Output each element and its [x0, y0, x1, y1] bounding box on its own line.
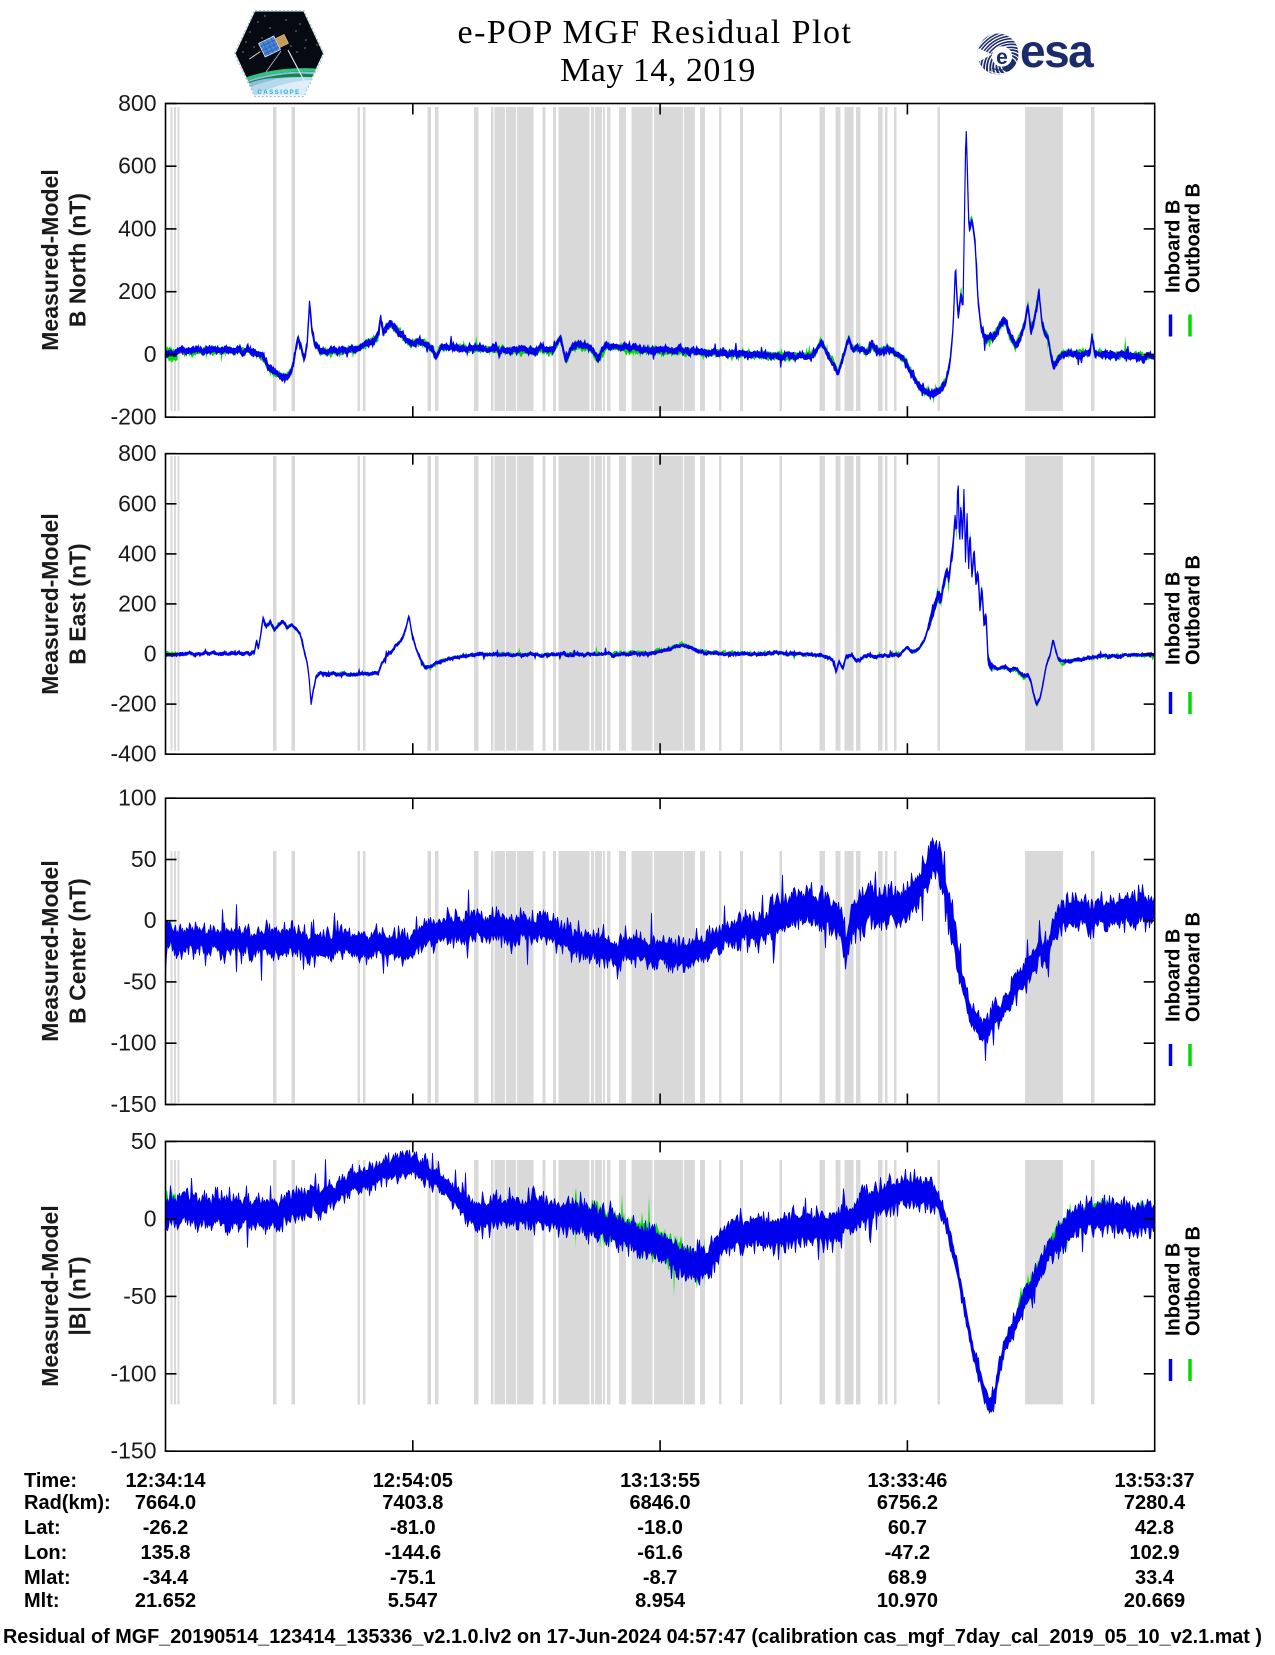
svg-text:-200: -200 — [110, 691, 156, 717]
svg-text:135.8: 135.8 — [140, 1542, 190, 1564]
svg-text:13:33:46: 13:33:46 — [867, 1470, 947, 1492]
svg-text:Inboard B: Inboard B — [1163, 200, 1185, 293]
svg-text:-8.7: -8.7 — [643, 1567, 677, 1589]
svg-text:12:34:14: 12:34:14 — [125, 1470, 206, 1492]
svg-text:42.8: 42.8 — [1135, 1517, 1174, 1539]
svg-text:CASSIOPE: CASSIOPE — [257, 89, 300, 96]
svg-text:0: 0 — [144, 341, 157, 367]
svg-text:600: 600 — [118, 153, 156, 179]
svg-text:Time:: Time: — [24, 1470, 77, 1492]
svg-text:-100: -100 — [110, 1360, 156, 1386]
svg-text:Residual of MGF_20190514_12341: Residual of MGF_20190514_123414_135336_v… — [3, 1626, 1262, 1648]
svg-text:Lon:: Lon: — [24, 1542, 67, 1564]
svg-text:400: 400 — [118, 540, 156, 566]
svg-text:60.7: 60.7 — [888, 1517, 927, 1539]
svg-text:102.9: 102.9 — [1129, 1542, 1179, 1564]
svg-text:50: 50 — [131, 1128, 157, 1154]
svg-text:-81.0: -81.0 — [390, 1517, 436, 1539]
svg-text:-50: -50 — [123, 968, 156, 994]
svg-text:-47.2: -47.2 — [885, 1542, 931, 1564]
svg-text:33.4: 33.4 — [1135, 1567, 1175, 1589]
svg-text:-400: -400 — [110, 741, 156, 767]
svg-text:B North (nT): B North (nT) — [65, 193, 91, 327]
svg-text:13:13:55: 13:13:55 — [620, 1470, 700, 1492]
svg-text:10.970: 10.970 — [877, 1590, 938, 1612]
svg-text:7280.4: 7280.4 — [1124, 1492, 1186, 1514]
svg-text:-100: -100 — [110, 1030, 156, 1056]
svg-text:20.669: 20.669 — [1124, 1590, 1185, 1612]
svg-text:Rad(km):: Rad(km): — [24, 1492, 111, 1514]
svg-text:0: 0 — [144, 1205, 157, 1231]
svg-text:-200: -200 — [110, 404, 156, 430]
svg-text:-150: -150 — [110, 1438, 156, 1464]
svg-text:13:53:37: 13:53:37 — [1114, 1470, 1194, 1492]
svg-text:6846.0: 6846.0 — [630, 1492, 691, 1514]
svg-text:7403.8: 7403.8 — [382, 1492, 443, 1514]
svg-text:May 14, 2019: May 14, 2019 — [560, 52, 756, 89]
svg-text:6756.2: 6756.2 — [877, 1492, 938, 1514]
svg-text:-18.0: -18.0 — [637, 1517, 683, 1539]
svg-text:200: 200 — [118, 278, 156, 304]
svg-text:Outboard B: Outboard B — [1183, 183, 1205, 293]
svg-text:Inboard B: Inboard B — [1163, 929, 1185, 1022]
svg-text:Outboard B: Outboard B — [1183, 912, 1205, 1022]
svg-text:Measured-Model: Measured-Model — [37, 513, 63, 694]
svg-text:-50: -50 — [123, 1283, 156, 1309]
svg-text:600: 600 — [118, 490, 156, 516]
svg-text:e: e — [996, 46, 1008, 69]
svg-text:7664.0: 7664.0 — [135, 1492, 196, 1514]
svg-text:-34.4: -34.4 — [143, 1567, 189, 1589]
svg-text:-61.6: -61.6 — [637, 1542, 683, 1564]
svg-text:B East (nT): B East (nT) — [65, 543, 91, 664]
svg-text:B Center (nT): B Center (nT) — [65, 878, 91, 1024]
svg-text:800: 800 — [118, 90, 156, 116]
svg-text:400: 400 — [118, 215, 156, 241]
svg-text:|B| (nT): |B| (nT) — [65, 1256, 91, 1335]
svg-text:5.547: 5.547 — [388, 1590, 438, 1612]
svg-text:Inboard B: Inboard B — [1163, 572, 1185, 665]
svg-text:Measured-Model: Measured-Model — [37, 860, 63, 1041]
svg-text:e-POP MGF Residual Plot: e-POP MGF Residual Plot — [457, 14, 852, 51]
svg-text:Lat:: Lat: — [24, 1517, 61, 1539]
svg-text:Inboard B: Inboard B — [1163, 1243, 1185, 1336]
svg-text:50: 50 — [131, 846, 157, 872]
svg-text:0: 0 — [144, 907, 157, 933]
svg-text:Measured-Model: Measured-Model — [37, 1205, 63, 1386]
svg-text:Outboard B: Outboard B — [1183, 555, 1205, 665]
svg-text:-144.6: -144.6 — [384, 1542, 441, 1564]
svg-text:200: 200 — [118, 590, 156, 616]
svg-text:8.954: 8.954 — [635, 1590, 686, 1612]
svg-text:800: 800 — [118, 440, 156, 466]
svg-text:68.9: 68.9 — [888, 1567, 927, 1589]
svg-text:100: 100 — [118, 785, 156, 811]
svg-text:Outboard B: Outboard B — [1183, 1226, 1205, 1336]
svg-text:Mlat:: Mlat: — [24, 1567, 71, 1589]
svg-text:Measured-Model: Measured-Model — [37, 169, 63, 350]
svg-text:-26.2: -26.2 — [143, 1517, 189, 1539]
svg-text:0: 0 — [144, 641, 157, 667]
svg-text:-75.1: -75.1 — [390, 1567, 436, 1589]
svg-text:-150: -150 — [110, 1091, 156, 1117]
svg-text:Mlt:: Mlt: — [24, 1590, 60, 1612]
svg-text:12:54:05: 12:54:05 — [373, 1470, 453, 1492]
svg-text:21.652: 21.652 — [135, 1590, 196, 1612]
svg-text:esa: esa — [1020, 25, 1094, 77]
